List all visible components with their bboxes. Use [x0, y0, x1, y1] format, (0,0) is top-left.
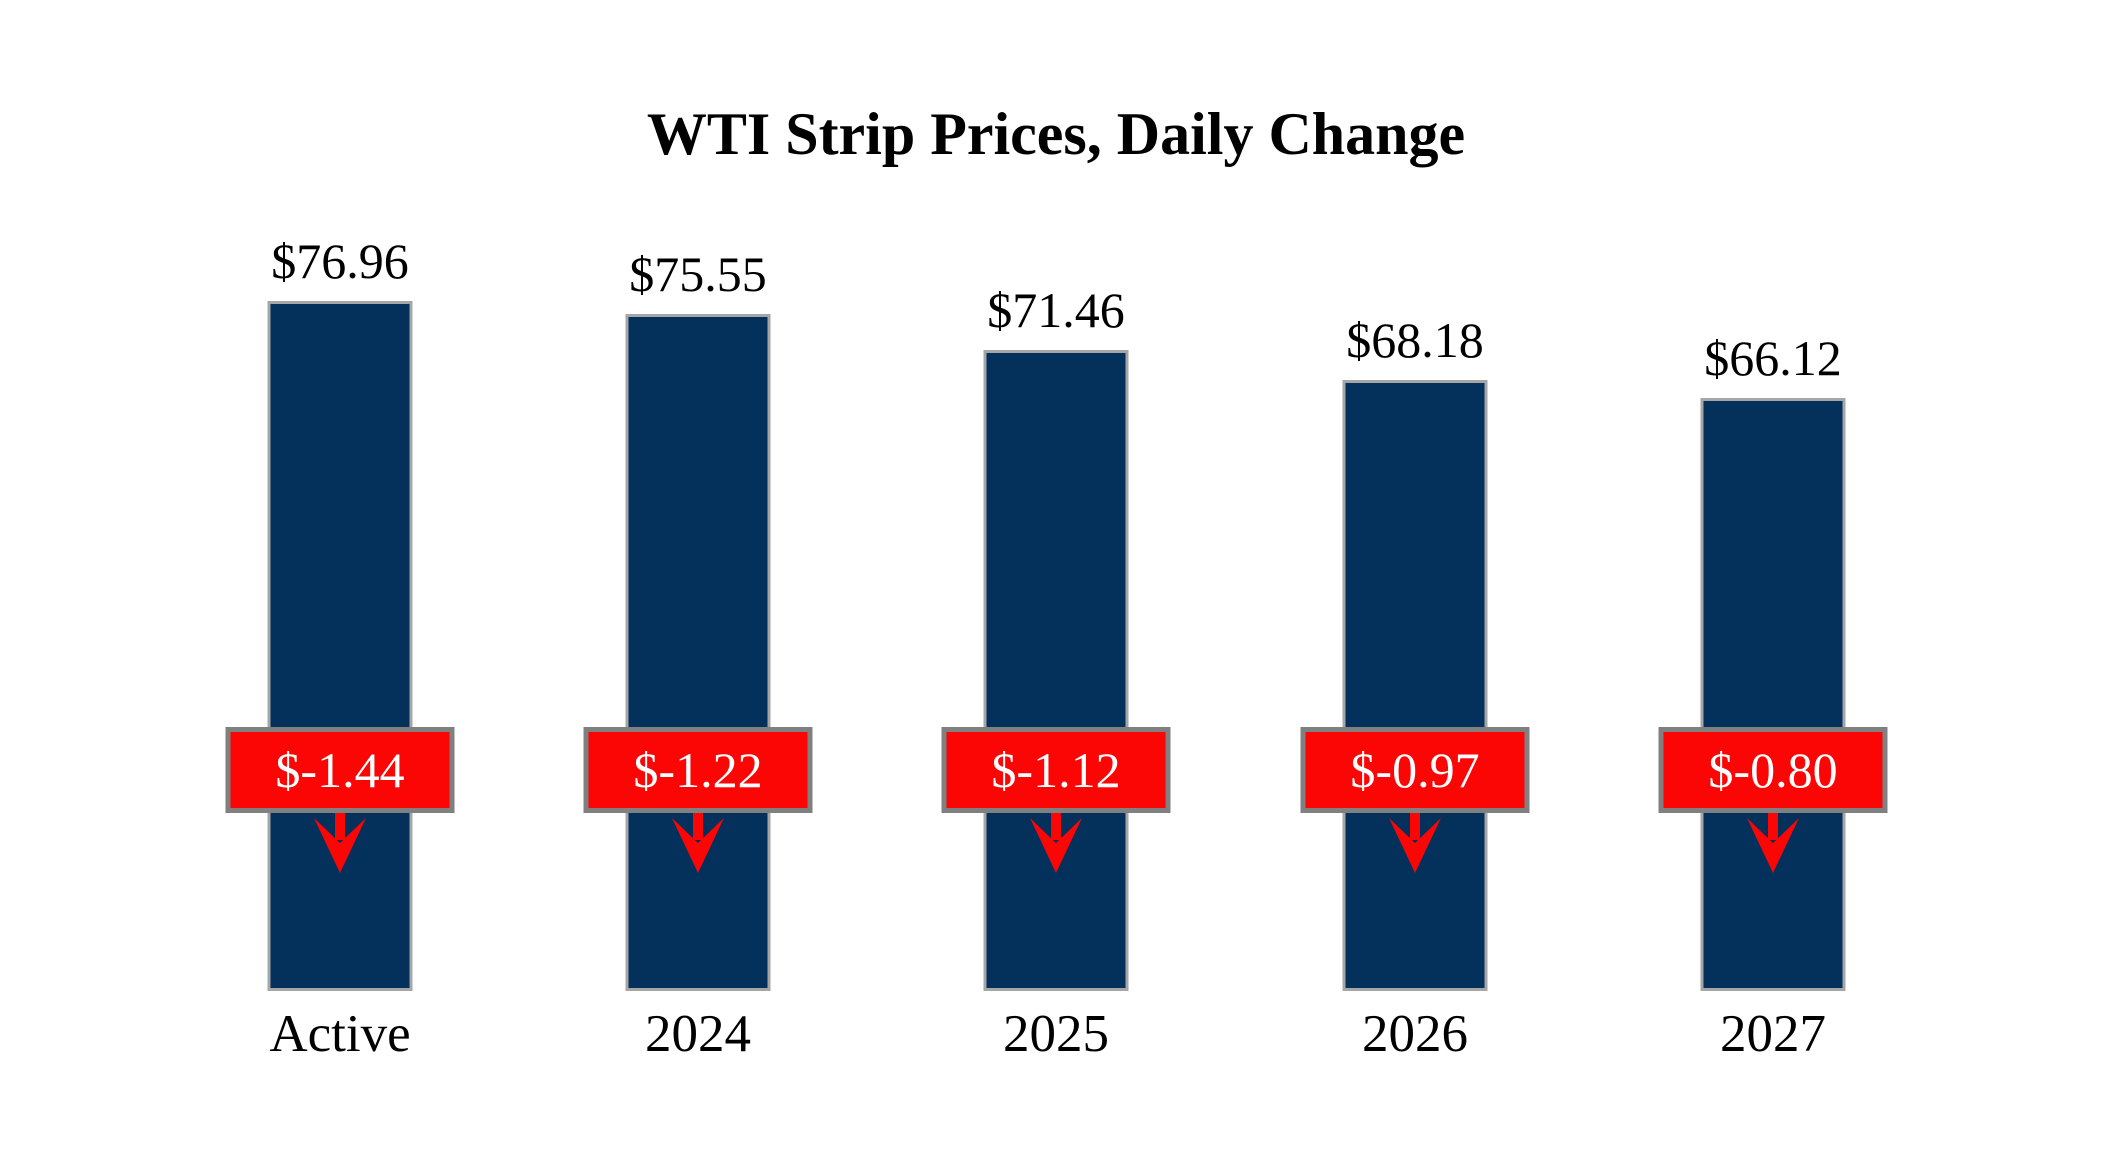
category-label: 2024 — [645, 1005, 751, 1063]
bar — [1342, 380, 1488, 991]
down-arrow-icon — [1389, 813, 1441, 873]
change-callout: $-0.97 — [1300, 727, 1530, 813]
category-label: 2025 — [1003, 1005, 1109, 1063]
change-value: $-0.80 — [1708, 742, 1838, 798]
change-callout: $-1.12 — [941, 727, 1171, 813]
bar — [983, 350, 1129, 991]
change-value: $-1.44 — [275, 742, 405, 798]
down-arrow-icon — [672, 813, 724, 873]
down-arrow-icon — [1747, 813, 1799, 873]
change-value: $-1.12 — [991, 742, 1121, 798]
bar-group-2027: $66.12 $-0.80 2027 — [1643, 0, 1903, 1152]
down-arrow-icon — [1030, 813, 1082, 873]
bar-group-2025: $71.46 $-1.12 2025 — [926, 0, 1186, 1152]
bar-value-label: $71.46 — [987, 282, 1125, 338]
bar — [625, 314, 771, 991]
chart-title: WTI Strip Prices, Daily Change — [646, 101, 1466, 167]
change-value: $-0.97 — [1350, 742, 1480, 798]
category-label: 2027 — [1720, 1005, 1826, 1063]
category-label: 2026 — [1362, 1005, 1468, 1063]
change-callout: $-1.44 — [225, 727, 455, 813]
change-callout: $-1.22 — [583, 727, 813, 813]
bar-value-label: $66.12 — [1704, 330, 1842, 386]
change-value: $-1.22 — [633, 742, 763, 798]
bar-value-label: $76.96 — [271, 233, 409, 289]
change-callout: $-0.80 — [1658, 727, 1888, 813]
category-label: Active — [269, 1005, 411, 1063]
bar — [1700, 398, 1846, 991]
down-arrow-icon — [314, 813, 366, 873]
bar — [267, 301, 413, 991]
bar-group-2026: $68.18 $-0.97 2026 — [1285, 0, 1545, 1152]
bar-value-label: $75.55 — [629, 246, 767, 302]
bar-value-label: $68.18 — [1346, 312, 1484, 368]
bar-group-2024: $75.55 $-1.22 2024 — [568, 0, 828, 1152]
bar-group-active: $76.96 $-1.44 Active — [210, 0, 470, 1152]
